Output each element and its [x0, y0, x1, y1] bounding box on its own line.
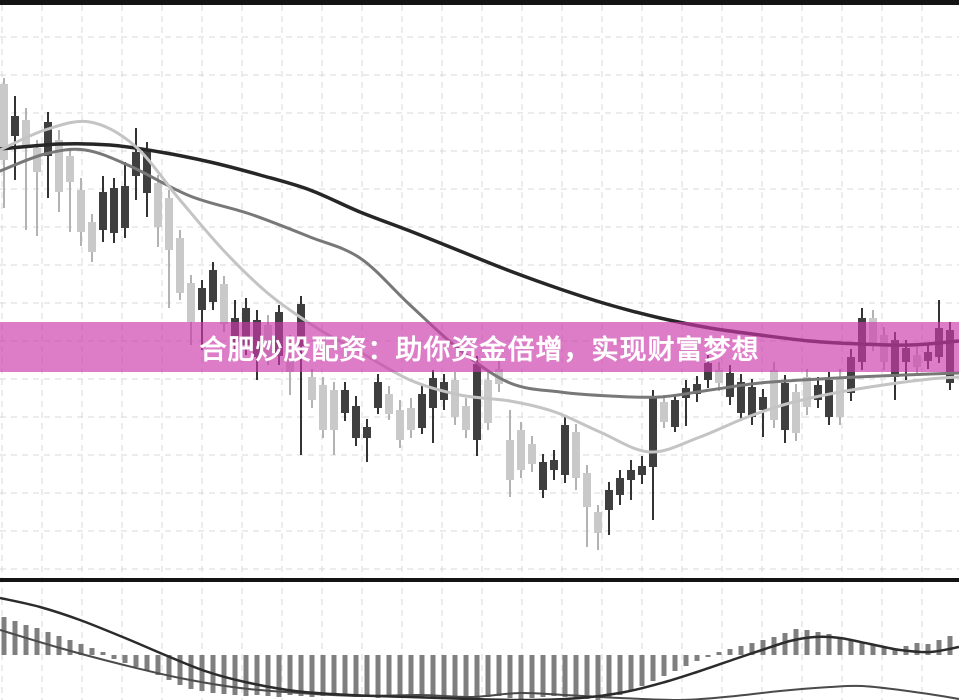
panel-separator-line	[0, 578, 959, 582]
top-border-line	[0, 0, 959, 5]
macd-slow-line-group	[0, 629, 959, 700]
macd-signal-line	[0, 596, 959, 700]
macd-slow-line	[0, 629, 959, 700]
promo-banner[interactable]: 合肥炒股配资：助你资金倍增，实现财富梦想	[0, 322, 959, 372]
macd-signal-line-group	[0, 596, 959, 700]
ma-line-fast	[0, 119, 959, 454]
banner-title: 合肥炒股配资：助你资金倍增，实现财富梦想	[199, 334, 760, 365]
